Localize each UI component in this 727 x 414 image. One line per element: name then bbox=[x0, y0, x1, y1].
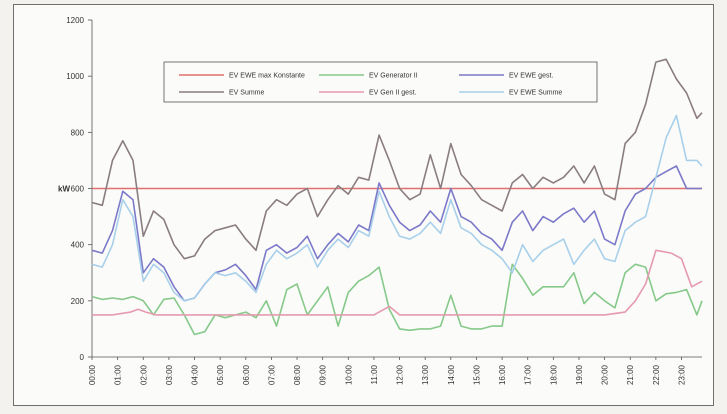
series-line-2 bbox=[91, 263, 703, 336]
series-line-3 bbox=[91, 165, 702, 302]
x-tick-label: 03:00 bbox=[165, 364, 174, 385]
series-line-6 bbox=[91, 114, 703, 302]
x-tick-label: 10:00 bbox=[344, 364, 353, 385]
y-tick-label: 400 bbox=[71, 241, 85, 250]
series-line-5 bbox=[92, 249, 703, 316]
series-line-4 bbox=[91, 58, 703, 260]
y-tick-label: 800 bbox=[71, 128, 85, 137]
x-tick-label: 06:00 bbox=[242, 364, 251, 385]
x-tick-label: 09:00 bbox=[319, 364, 328, 385]
x-tick-label: 17:00 bbox=[524, 364, 533, 385]
line-chart: 0 200 400 600 800 1000 1200 00:00 01:00 02:00 03:… bbox=[58, 16, 703, 385]
y-tick-labels: 0 200 400 600 800 1000 1200 bbox=[66, 16, 84, 362]
x-tick-label: 08:00 bbox=[293, 364, 302, 385]
y-tick-label: 0 bbox=[80, 353, 85, 362]
legend-label: EV Summe bbox=[229, 90, 265, 97]
legend-label: EV EWE Summe bbox=[509, 90, 562, 97]
legend-label: EV EWE gest. bbox=[509, 73, 553, 80]
x-tick-label: 15:00 bbox=[472, 364, 481, 385]
legend-label: EV Generator II bbox=[369, 73, 418, 80]
x-tick-label: 04:00 bbox=[191, 364, 200, 385]
x-tick-label: 13:00 bbox=[421, 364, 430, 385]
x-tick-label: 18:00 bbox=[549, 364, 558, 385]
y-tick-label: 1000 bbox=[66, 72, 84, 81]
x-tick-label: 02:00 bbox=[139, 364, 148, 385]
legend-label: EV EWE max Konstante bbox=[229, 73, 305, 80]
x-tick-label: 19:00 bbox=[575, 364, 584, 385]
x-tick-label: 05:00 bbox=[216, 364, 225, 385]
x-tick-label: 20:00 bbox=[601, 364, 610, 385]
x-tick-label: 00:00 bbox=[88, 364, 97, 385]
legend-label: EV Gen II gest. bbox=[369, 90, 417, 97]
legend-box bbox=[163, 61, 598, 103]
x-tick-label: 22:00 bbox=[652, 364, 661, 385]
x-tick-label: 23:00 bbox=[677, 364, 686, 385]
x-tick-label: 14:00 bbox=[447, 364, 456, 385]
chart-series bbox=[91, 58, 703, 336]
x-tick-labels: 00:00 01:00 02:00 03:00 04:00 05:00 06:00 07:00… bbox=[88, 364, 686, 385]
x-tick-label: 07:00 bbox=[267, 364, 276, 385]
chart-frame: 0 200 400 600 800 1000 1200 00:00 01:00 02:00 03:… bbox=[13, 4, 714, 406]
y-tick-label: 1200 bbox=[66, 16, 84, 25]
y-axis-label: kW bbox=[58, 185, 70, 194]
x-tick-label: 12:00 bbox=[396, 364, 405, 385]
x-tick-label: 16:00 bbox=[498, 364, 507, 385]
chart-legend: EV EWE max Konstante EV Generator II EV EW… bbox=[163, 61, 598, 103]
x-tick-label: 11:00 bbox=[370, 364, 379, 384]
y-tick-label: 200 bbox=[71, 297, 85, 306]
x-tick-label: 01:00 bbox=[114, 364, 123, 385]
x-tick-label: 21:00 bbox=[626, 364, 635, 385]
y-tick-label: 600 bbox=[71, 185, 85, 194]
